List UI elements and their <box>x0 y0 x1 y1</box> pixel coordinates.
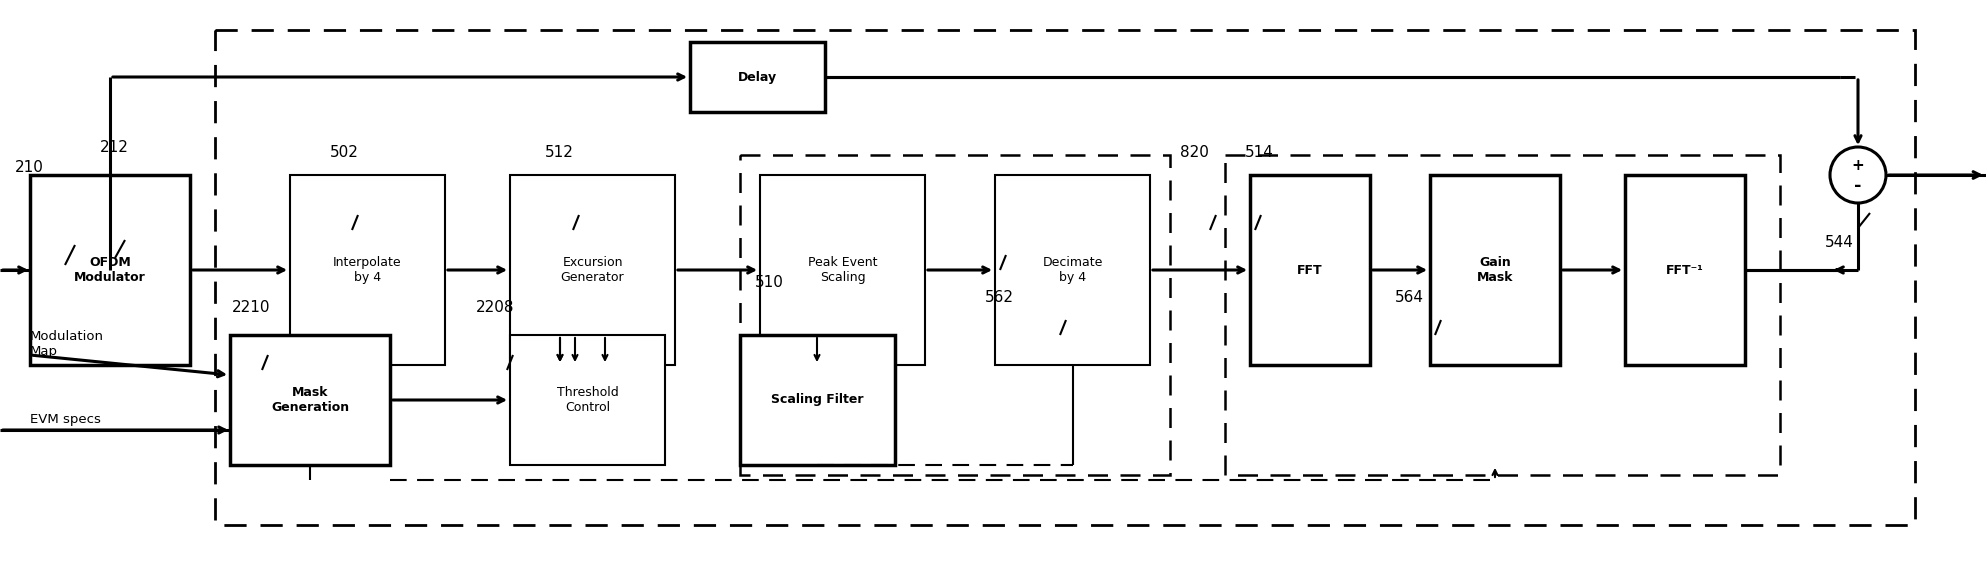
Text: 502: 502 <box>330 145 359 160</box>
Bar <box>995 175 1150 365</box>
Text: -: - <box>1855 177 1861 195</box>
Bar <box>761 175 925 365</box>
Bar <box>741 155 1170 475</box>
Bar <box>214 30 1915 525</box>
Text: FFT: FFT <box>1297 263 1323 276</box>
Circle shape <box>1829 147 1887 203</box>
Bar <box>1430 175 1559 365</box>
Bar <box>1225 155 1779 475</box>
Text: 514: 514 <box>1245 145 1273 160</box>
Text: 512: 512 <box>544 145 574 160</box>
Text: Delay: Delay <box>739 70 777 83</box>
Bar <box>689 42 824 112</box>
Text: Excursion
Generator: Excursion Generator <box>560 256 624 284</box>
Bar <box>510 335 665 465</box>
Text: 2208: 2208 <box>477 300 514 315</box>
Text: 562: 562 <box>985 290 1015 305</box>
Text: 2210: 2210 <box>232 300 270 315</box>
Text: Modulation
Map: Modulation Map <box>30 330 103 358</box>
Text: 564: 564 <box>1394 290 1424 305</box>
Text: Interpolate
by 4: Interpolate by 4 <box>334 256 401 284</box>
Text: 820: 820 <box>1180 145 1209 160</box>
Bar <box>290 175 445 365</box>
Text: Mask
Generation: Mask Generation <box>270 386 350 414</box>
Text: Decimate
by 4: Decimate by 4 <box>1043 256 1102 284</box>
Text: EVM specs: EVM specs <box>30 413 101 426</box>
Text: Peak Event
Scaling: Peak Event Scaling <box>808 256 878 284</box>
Text: +: + <box>1851 158 1865 174</box>
Bar <box>230 335 389 465</box>
Bar <box>30 175 191 365</box>
Bar <box>1249 175 1370 365</box>
Bar <box>741 335 896 465</box>
Bar <box>1625 175 1746 365</box>
Text: Threshold
Control: Threshold Control <box>556 386 618 414</box>
Text: 212: 212 <box>99 140 129 155</box>
Text: 210: 210 <box>16 160 44 175</box>
Text: OFDM
Modulator: OFDM Modulator <box>73 256 145 284</box>
Text: Scaling Filter: Scaling Filter <box>771 394 864 407</box>
Bar <box>510 175 675 365</box>
Text: Gain
Mask: Gain Mask <box>1478 256 1513 284</box>
Text: 510: 510 <box>755 275 784 290</box>
Text: 544: 544 <box>1825 235 1853 250</box>
Text: FFT⁻¹: FFT⁻¹ <box>1666 263 1704 276</box>
